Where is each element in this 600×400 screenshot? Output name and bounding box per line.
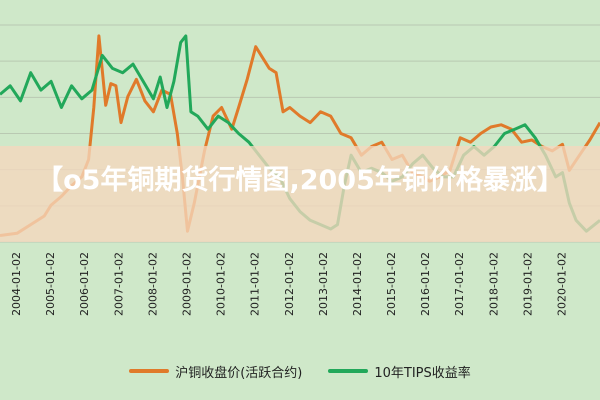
- x-tick-label: 2018-01-02: [487, 252, 500, 316]
- legend-swatch-tips: [328, 369, 369, 373]
- x-tick-label: 2007-01-02: [112, 252, 125, 316]
- x-tick-label: 2010-01-02: [215, 252, 228, 316]
- legend-item-tips: 10年TIPS收益率: [328, 362, 471, 381]
- x-axis-tick-labels: 2004-01-02 2005-01-02 2006-01-02 2007-01-02…: [10, 252, 568, 316]
- x-tick-label: 2016-01-02: [419, 252, 432, 316]
- x-tick-label: 2009-01-02: [181, 252, 194, 316]
- x-tick-label: 2008-01-02: [146, 252, 159, 316]
- x-tick-label: 2014-01-02: [351, 252, 364, 316]
- legend-label-copper: 沪铜收盘价(活跃合约): [175, 365, 303, 381]
- legend: 沪铜收盘价(活跃合约) 10年TIPS收益率: [0, 356, 600, 386]
- x-tick-label: 2015-01-02: [385, 252, 398, 316]
- x-tick-label: 2013-01-02: [317, 252, 330, 316]
- x-tick-label: 2019-01-02: [521, 252, 534, 316]
- x-tick-label: 2006-01-02: [78, 252, 91, 316]
- x-tick-label: 2005-01-02: [44, 252, 57, 316]
- legend-swatch-copper: [129, 369, 170, 373]
- legend-item-copper: 沪铜收盘价(活跃合约): [129, 362, 302, 381]
- x-tick-label: 2012-01-02: [283, 252, 296, 316]
- x-tick-label: 2017-01-02: [453, 252, 466, 316]
- series-line-copper: [0, 34, 600, 237]
- x-tick-label: 2011-01-02: [249, 252, 262, 316]
- overlay-title: 【o5年铜期货行情图,2005年铜价格暴涨】: [36, 165, 564, 196]
- title-overlay-band: [0, 146, 600, 242]
- legend-label-tips: 10年TIPS收益率: [374, 365, 471, 381]
- x-tick-label: 2004-01-02: [10, 252, 23, 316]
- x-tick-label: 2020-01-02: [556, 252, 569, 316]
